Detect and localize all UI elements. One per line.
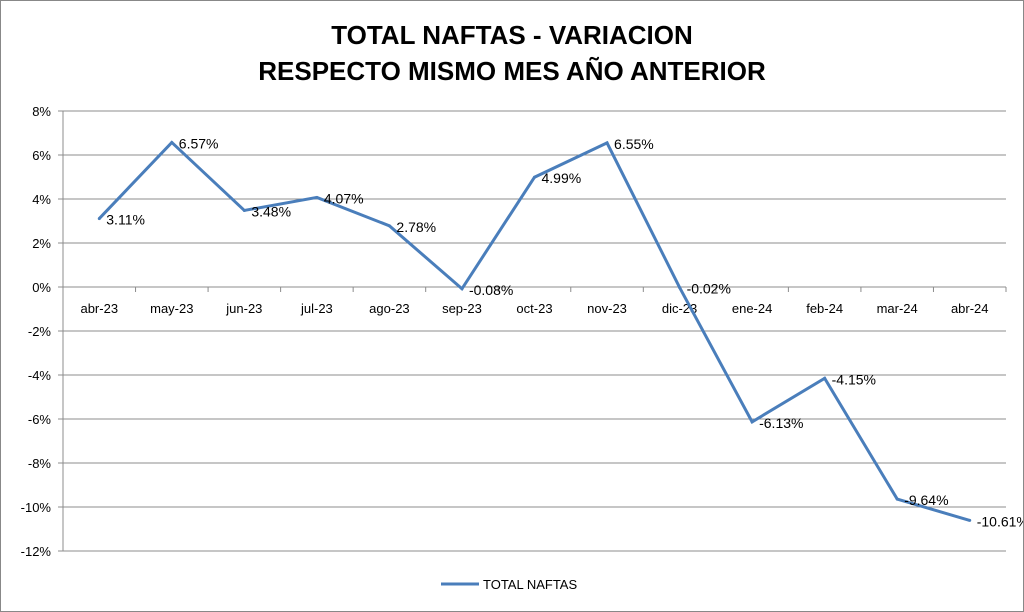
x-tick-label: ago-23 (369, 301, 409, 316)
x-tick-label: oct-23 (516, 301, 552, 316)
x-tick-label: feb-24 (806, 301, 843, 316)
x-tick-label: sep-23 (442, 301, 482, 316)
data-point (533, 175, 536, 179)
chart-title-line-1: TOTAL NAFTAS - VARIACION (331, 20, 693, 50)
y-tick-label: 6% (32, 148, 51, 163)
data-label: -10.61% (977, 513, 1023, 529)
y-tick-label: -12% (21, 544, 52, 559)
y-tick-label: 8% (32, 104, 51, 119)
data-label: -0.08% (469, 282, 513, 298)
y-tick-label: -8% (28, 456, 52, 471)
data-point (387, 224, 391, 228)
x-tick-label: may-23 (150, 301, 193, 316)
data-point (97, 217, 101, 221)
legend-label: TOTAL NAFTAS (483, 577, 577, 592)
data-label: 3.11% (106, 212, 145, 228)
x-tick-label: jul-23 (300, 301, 333, 316)
data-label: -0.02% (687, 280, 731, 296)
y-tick-label: 2% (32, 236, 51, 251)
y-tick-label: -2% (28, 324, 52, 339)
y-tick-label: 0% (32, 280, 51, 295)
chart-title-line-2: RESPECTO MISMO MES AÑO ANTERIOR (258, 56, 766, 86)
x-tick-label: nov-23 (587, 301, 627, 316)
data-label: -4.15% (832, 371, 876, 387)
data-point (242, 208, 246, 212)
x-tick-label: abr-24 (951, 301, 989, 316)
data-label: 3.48% (251, 203, 291, 219)
data-label: 4.99% (542, 170, 582, 186)
x-tick-label: ene-24 (732, 301, 772, 316)
data-label: -6.13% (759, 415, 803, 431)
x-tick-label: abr-23 (80, 301, 118, 316)
x-tick-label: mar-24 (877, 301, 918, 316)
data-label: 4.07% (324, 190, 364, 206)
data-point (315, 195, 319, 199)
x-tick-label: jun-23 (225, 301, 262, 316)
y-tick-label: -4% (28, 368, 52, 383)
data-point (170, 140, 174, 144)
data-point (968, 518, 972, 522)
chart-title: TOTAL NAFTAS - VARIACION RESPECTO MISMO … (1, 17, 1023, 89)
y-tick-label: 4% (32, 192, 51, 207)
data-label: 6.57% (179, 135, 219, 151)
data-point (823, 376, 827, 380)
data-point (895, 497, 899, 501)
data-point (678, 285, 682, 289)
data-point (750, 420, 754, 424)
data-point (460, 287, 464, 291)
data-label: 2.78% (396, 219, 436, 235)
y-tick-label: -10% (21, 500, 52, 515)
data-label: 6.55% (614, 136, 654, 152)
data-point (605, 141, 609, 145)
y-tick-label: -6% (28, 412, 52, 427)
data-label: -9.64% (904, 492, 948, 508)
